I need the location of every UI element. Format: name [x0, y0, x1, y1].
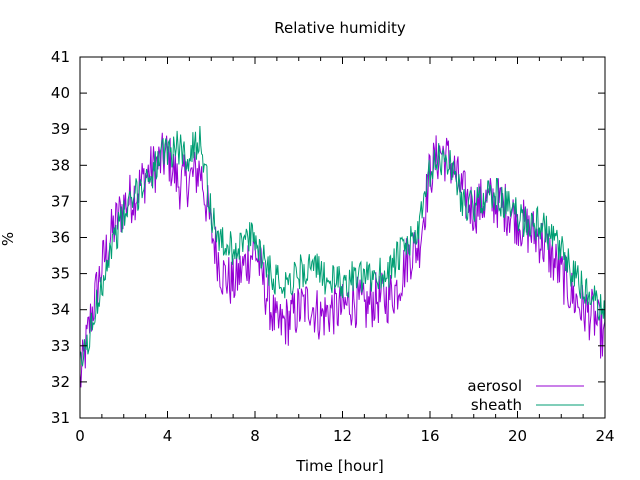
y-tick-label: 34: [51, 301, 70, 319]
x-tick-label: 12: [333, 427, 352, 445]
y-tick-label: 40: [51, 84, 70, 102]
x-tick-label: 16: [420, 427, 439, 445]
series-line-sheath: [79, 125, 606, 367]
y-tick-label: 38: [51, 156, 70, 174]
x-tick-label: 8: [250, 427, 260, 445]
x-tick-label: 4: [163, 427, 173, 445]
y-tick-label: 41: [51, 48, 70, 66]
plot-frame: [79, 56, 606, 419]
y-tick-label: 39: [51, 120, 70, 138]
y-tick-label: 33: [51, 337, 70, 355]
legend-label-aerosol: aerosol: [467, 377, 522, 395]
y-tick-label: 31: [51, 409, 70, 427]
legend-label-sheath: sheath: [471, 396, 522, 414]
y-axis-label: %: [0, 232, 17, 246]
chart-title: Relative humidity: [274, 19, 406, 37]
y-tick-label: 36: [51, 229, 70, 247]
y-tick-label: 32: [51, 373, 70, 391]
x-tick-label: 24: [595, 427, 614, 445]
x-tick-label: 0: [75, 427, 85, 445]
y-tick-label: 35: [51, 265, 70, 283]
x-tick-label: 20: [508, 427, 527, 445]
y-tick-label: 37: [51, 192, 70, 210]
series-line-aerosol: [79, 132, 606, 388]
axes-layer: 0 4 8 12 16 20 24 31 32 33 34 35 36 37 38 39 40 41: [51, 48, 615, 445]
series-layer: [79, 125, 606, 388]
x-axis-label: Time [hour]: [295, 457, 384, 475]
